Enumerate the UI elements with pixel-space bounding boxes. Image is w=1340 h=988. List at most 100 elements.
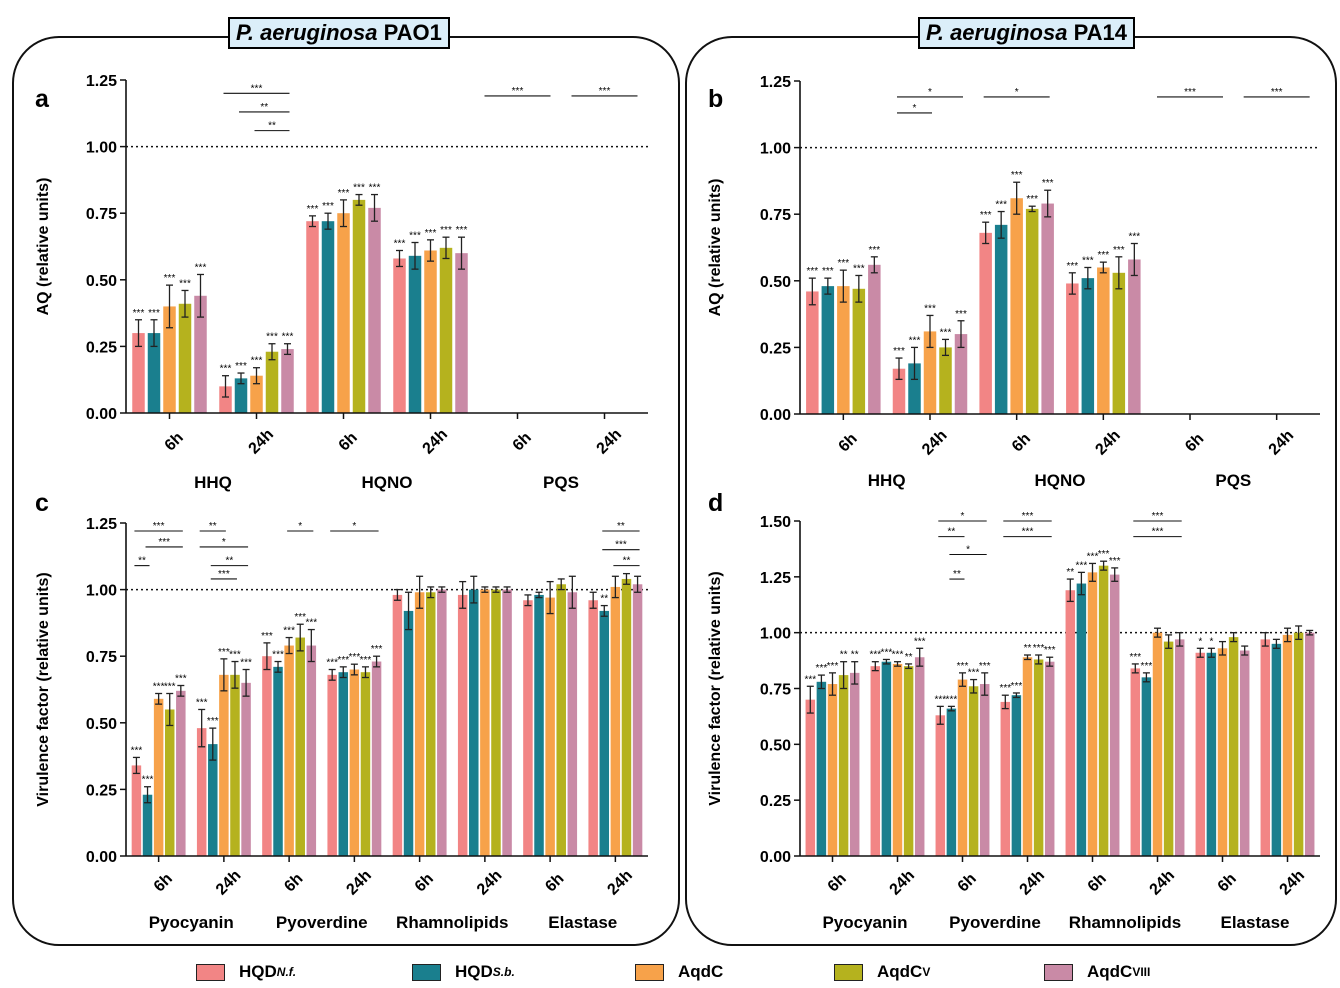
y-tick-label: 0.75: [760, 682, 791, 699]
x-tick-label: 24h: [1092, 427, 1124, 459]
bar: [632, 584, 643, 856]
bar: [425, 592, 436, 856]
significance-label: ***: [806, 266, 818, 277]
bar: [219, 674, 229, 856]
significance-label: ***: [349, 652, 361, 663]
bar: [469, 589, 479, 856]
group-label: HHQ: [868, 471, 906, 490]
bar: [1098, 565, 1109, 856]
bar: [284, 645, 294, 856]
panel-title-pao1: P. aeruginosa PAO1: [228, 17, 450, 49]
significance-label: ***: [371, 644, 383, 655]
legend-swatch: [635, 963, 664, 981]
group-label: Elastase: [548, 913, 617, 932]
y-tick-label: 0.50: [86, 273, 117, 290]
bar: [196, 728, 207, 856]
bar: [491, 589, 501, 856]
bracket-label: **: [138, 556, 146, 567]
species-name: P. aeruginosa: [926, 20, 1068, 45]
bar: [805, 699, 816, 856]
bar: [523, 600, 533, 856]
bar: [131, 765, 142, 856]
y-tick-label: 1.00: [760, 626, 791, 643]
significance-label: **: [905, 652, 913, 663]
significance-label: ***: [934, 694, 946, 705]
group-label: PQS: [1215, 471, 1251, 490]
bracket-label: ***: [1022, 511, 1034, 522]
bar: [1097, 267, 1110, 414]
bracket-label: ***: [1152, 511, 1164, 522]
x-tick-label: 24h: [474, 867, 506, 899]
legend-label: HQD: [239, 962, 277, 981]
bar: [556, 584, 566, 856]
x-tick-label: 6h: [825, 870, 850, 895]
bar: [306, 221, 319, 413]
bar: [132, 333, 145, 413]
bracket-label: **: [260, 102, 268, 113]
bracket-label: **: [948, 527, 956, 538]
bar: [852, 288, 866, 414]
bar: [1163, 641, 1174, 856]
significance-label: ***: [1128, 232, 1140, 243]
significance-label: ***: [148, 308, 160, 319]
significance-label: **: [851, 650, 859, 661]
bar: [806, 291, 819, 414]
panel-title-pa14: P. aeruginosa PA14: [918, 17, 1135, 49]
bracket-label: ***: [512, 86, 524, 97]
bracket-label: ***: [158, 537, 170, 548]
group-label: Pyoverdine: [949, 913, 1041, 932]
bar: [337, 213, 350, 413]
bar: [349, 669, 360, 856]
bracket-label: *: [928, 87, 932, 98]
bar: [194, 295, 207, 413]
legend-label: AqdC: [678, 962, 724, 981]
significance-label: ***: [1011, 681, 1023, 692]
strain-name: PA14: [1073, 20, 1127, 45]
bar: [827, 684, 838, 856]
x-tick-label: 6h: [1182, 430, 1207, 455]
bar: [368, 207, 381, 413]
significance-label: ***: [869, 650, 881, 661]
significance-label: ***: [218, 647, 230, 658]
y-axis-label: Virulence factor (relative units): [707, 571, 724, 805]
bracket-label: ***: [251, 83, 263, 94]
y-tick-label: 1.50: [760, 514, 791, 531]
bar: [437, 589, 447, 856]
bar: [1066, 283, 1079, 414]
bar: [1044, 661, 1055, 856]
bar: [1260, 639, 1271, 856]
bracket-label: **: [617, 521, 625, 532]
significance-label: ***: [1044, 645, 1056, 656]
significance-label: ***: [142, 775, 154, 786]
bar: [545, 597, 555, 856]
bar: [1011, 695, 1022, 856]
x-tick-label: 6h: [412, 870, 437, 895]
significance-label: *: [1209, 636, 1213, 647]
significance-label: ***: [229, 650, 241, 661]
bar: [599, 610, 610, 856]
bar: [1087, 572, 1098, 856]
bar: [352, 199, 366, 413]
bar: [1271, 643, 1282, 856]
y-tick-label: 0.50: [760, 737, 791, 754]
group-label: Pyocyanin: [149, 913, 234, 932]
x-tick-label: 24h: [213, 867, 245, 899]
significance-label: ***: [1109, 556, 1121, 567]
bar: [954, 334, 968, 414]
significance-label: ***: [881, 647, 893, 658]
x-tick-label: 6h: [151, 870, 176, 895]
bar: [849, 672, 860, 856]
bracket-label: **: [226, 556, 234, 567]
significance-label: ***: [909, 335, 921, 346]
bar: [178, 303, 192, 413]
legend-sup: VIII: [1132, 965, 1151, 979]
bracket-label: **: [953, 569, 961, 580]
significance-label: ***: [924, 303, 936, 314]
significance-label: ***: [409, 231, 421, 242]
bracket-label: *: [966, 545, 970, 556]
bar: [1065, 590, 1076, 856]
legend-item-hqd-nf: HQD N.f.: [196, 962, 296, 982]
bar: [262, 656, 272, 856]
significance-label: ***: [1011, 170, 1023, 181]
bar: [534, 594, 544, 856]
